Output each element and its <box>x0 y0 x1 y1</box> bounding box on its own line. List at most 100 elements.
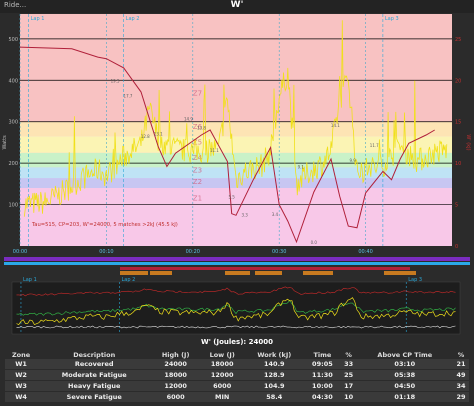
table-cell-high: 12000 <box>151 380 200 392</box>
table-cell-low: 18000 <box>199 359 245 370</box>
lap-label: Lap 3 <box>385 16 399 22</box>
overview-speed-line <box>16 325 456 329</box>
overview-lap-label: Lap 2 <box>122 277 136 283</box>
interval-segment <box>225 271 250 275</box>
x-tick-label: 00:30 <box>272 249 286 255</box>
y-axis-label: Watts <box>2 135 8 150</box>
lap-label: Lap 1 <box>31 16 45 22</box>
y2-tick-label: 25 <box>455 37 461 43</box>
power-line <box>23 20 448 217</box>
table-row: W3 Heavy Fatigue 12000 6000 104.9 10:00 17 04:5… <box>5 380 469 392</box>
overview-lap-label: Lap 3 <box>408 277 422 283</box>
table-row: W4 Severe Fatigue 6000 MIN 58.4 04:30 10 01:18 2… <box>5 391 469 403</box>
table-cell-time: 04:30 <box>304 391 341 403</box>
column-header: % <box>457 350 465 359</box>
table-cell-high: 24000 <box>151 359 200 370</box>
table-cell-work: 58.4 <box>244 391 305 403</box>
table-cell-description: Moderate Fatigue <box>37 369 152 381</box>
zone-label: Z6 <box>193 123 203 131</box>
column-header: Time <box>313 350 332 359</box>
column-header: High (J) <box>161 350 190 359</box>
zone-band-6 <box>20 121 452 137</box>
table-cell-above_cp: 04:50 <box>356 380 453 392</box>
column-header: % <box>345 350 352 359</box>
interval-segment <box>255 271 282 275</box>
wbal-point-label: 17.7 <box>124 93 133 98</box>
overview-hr-line <box>16 286 456 297</box>
zone-label: Z5 <box>193 139 202 147</box>
window-title: W' <box>230 0 244 10</box>
column-header: Low (J) <box>209 350 235 359</box>
y2-axis-label: W' (kJ) <box>465 134 471 150</box>
table-cell-high: 6000 <box>151 391 200 403</box>
zone-label: Z3 <box>193 166 202 174</box>
table-cell-above_pct: 21 <box>452 359 469 370</box>
y-tick-label: 400 <box>8 78 18 84</box>
table-cell-zone: W1 <box>5 359 38 370</box>
window-header: Ride... W' <box>0 0 474 13</box>
zone-band-2 <box>20 178 452 188</box>
interval-segment <box>120 271 148 275</box>
zone-label: Z2 <box>193 178 202 186</box>
column-header: Work (kJ) <box>257 350 292 359</box>
y-tick-label: 300 <box>8 120 18 126</box>
table-cell-above_cp: 05:38 <box>356 369 453 381</box>
table-cell-above_pct: 49 <box>452 369 469 381</box>
wbal-point-label: 9.9 <box>349 158 356 163</box>
zone-summary-table: Zone Description High (J) Low (J) Work (kJ) T… <box>5 350 469 403</box>
overview-lap-label: Lap 1 <box>23 277 37 283</box>
wbal-point-label: 12.8 <box>141 134 150 139</box>
wbal-point-label: 11.1 <box>210 148 219 153</box>
zone-band-3 <box>20 167 452 179</box>
table-cell-pct: 10 <box>340 391 357 403</box>
overview-cadence-line <box>16 299 456 316</box>
wbal-point-label: 5.5 <box>228 194 235 199</box>
x-tick-label: 00:40 <box>358 249 372 255</box>
lap-label: Lap 2 <box>126 16 140 22</box>
summary-title: W' (Joules): 24000 <box>201 338 273 346</box>
wbal-point-label: 13.1 <box>154 131 163 136</box>
table-cell-work: 104.9 <box>244 380 305 392</box>
zone-band-7 <box>20 14 452 122</box>
wbal-line <box>19 46 435 244</box>
y-tick-label: 500 <box>8 37 18 43</box>
interval-bar-a <box>4 257 470 261</box>
zone-label: Z4 <box>193 154 203 162</box>
table-cell-zone: W2 <box>5 369 38 381</box>
table-cell-above_pct: 34 <box>452 380 469 392</box>
interval-segment <box>150 271 172 275</box>
column-header: Above CP Time <box>377 350 433 359</box>
table-cell-work: 140.9 <box>244 359 305 370</box>
y2-tick-label: 5 <box>455 203 458 209</box>
table-row: W2 Moderate Fatigue 18000 12000 128.9 11:30 25… <box>5 369 469 381</box>
table-row: W1 Recovered 24000 18000 140.9 09:05 33 03:10 21 <box>5 359 469 370</box>
column-header: Zone <box>11 350 31 359</box>
zone-band-5 <box>20 136 452 153</box>
table-cell-pct: 17 <box>340 380 357 392</box>
y-tick-label: 200 <box>8 161 18 167</box>
wbal-point-label: 3.4 <box>272 212 279 217</box>
table-cell-time: 11:30 <box>304 369 341 381</box>
table-cell-zone: W3 <box>5 380 38 392</box>
table-cell-low: 6000 <box>199 380 245 392</box>
wbal-point-label: 3.3 <box>241 213 248 218</box>
interval-segment <box>384 271 416 275</box>
table-cell-time: 10:00 <box>304 380 341 392</box>
table-cell-time: 09:05 <box>304 359 341 370</box>
table-cell-above_pct: 29 <box>452 391 469 403</box>
column-header: Description <box>73 350 116 359</box>
zone-label: Z7 <box>193 90 202 98</box>
interval-bar-b <box>4 262 470 265</box>
wbal-point-label: 0.0 <box>311 240 318 245</box>
table-cell-high: 18000 <box>151 369 200 381</box>
y-tick-label: 100 <box>8 203 18 209</box>
zone-label: Z1 <box>193 194 202 202</box>
x-tick-label: 00:00 <box>13 249 27 255</box>
table-cell-description: Recovered <box>37 359 152 370</box>
y2-tick-label: 0 <box>455 244 458 250</box>
table-cell-work: 128.9 <box>244 369 305 381</box>
table-cell-above_cp: 03:10 <box>356 359 453 370</box>
interval-segment <box>303 271 333 275</box>
table-cell-zone: W4 <box>5 391 38 403</box>
